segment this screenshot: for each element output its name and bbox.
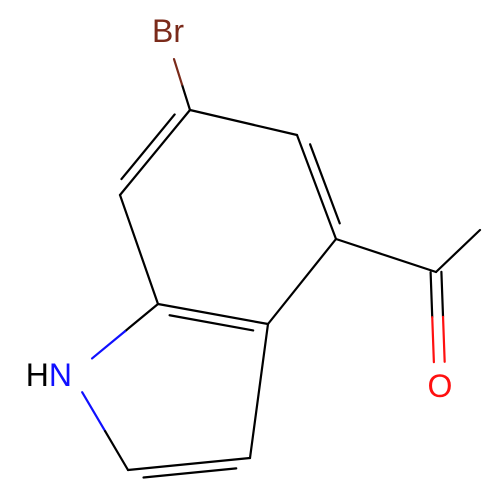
bond [170, 315, 254, 330]
bond [297, 135, 336, 239]
bond [105, 431, 128, 470]
bond [174, 59, 182, 84]
atom-label-n: HN [26, 357, 72, 393]
bond [82, 392, 105, 431]
bond [268, 239, 336, 324]
bond [121, 114, 174, 179]
atom-label-br: Br [152, 13, 184, 49]
bond [336, 239, 436, 272]
bond [431, 272, 433, 317]
bond [182, 85, 190, 110]
bond [120, 110, 190, 195]
bond [432, 317, 434, 362]
molecule-diagram: HN O Br [0, 0, 500, 500]
bond [144, 468, 237, 477]
bond [158, 304, 268, 324]
bond [92, 331, 125, 358]
bond [441, 272, 443, 317]
bond [190, 110, 297, 135]
bond [120, 195, 158, 304]
bond [436, 230, 480, 272]
bond [125, 304, 158, 331]
atom-label-o: O [428, 368, 453, 404]
bond [443, 317, 445, 362]
bond [250, 324, 268, 458]
